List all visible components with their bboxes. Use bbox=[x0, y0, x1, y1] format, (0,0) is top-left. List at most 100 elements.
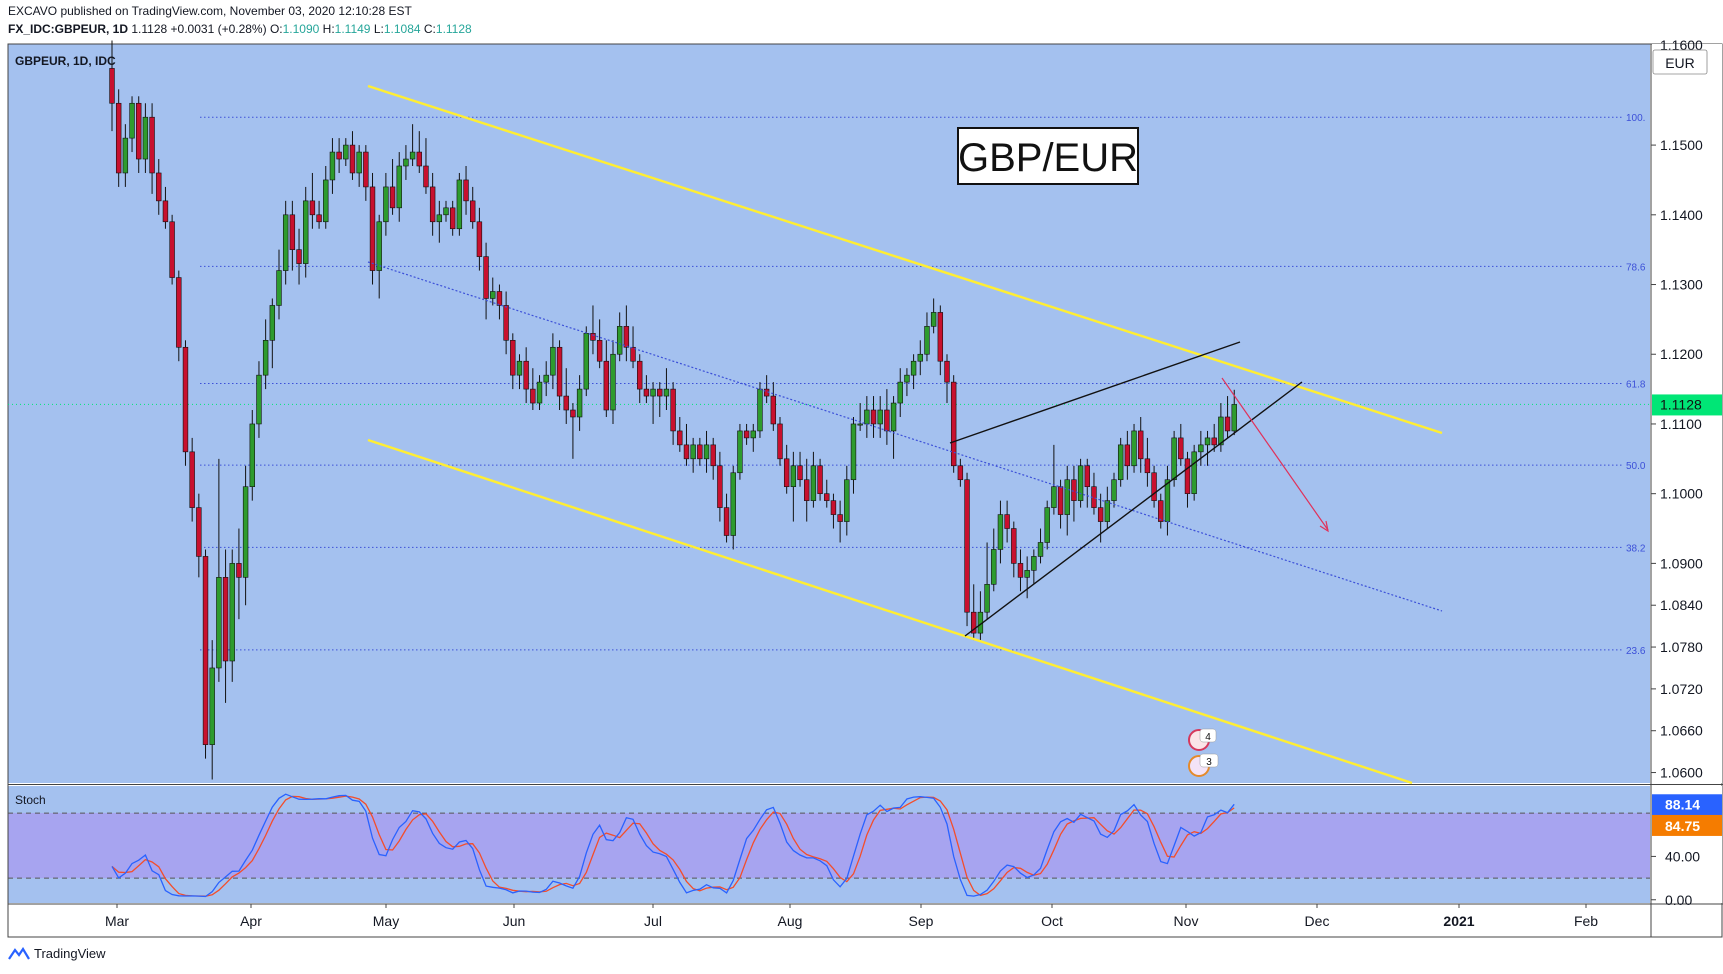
chart-title: GBP/EUR bbox=[958, 136, 1138, 180]
candle-body bbox=[930, 312, 937, 327]
candle-body bbox=[316, 214, 322, 223]
candle-body bbox=[1211, 437, 1217, 446]
candle-body bbox=[1204, 437, 1211, 446]
candle-body bbox=[303, 200, 309, 264]
candle-body bbox=[336, 151, 342, 160]
price-tick-label: 1.1300 bbox=[1660, 277, 1703, 293]
candle-body bbox=[383, 186, 389, 223]
candle-body bbox=[1178, 437, 1184, 460]
projection-arrow-line bbox=[1221, 377, 1329, 531]
last-price: 1.1128 bbox=[131, 22, 168, 36]
candle-body bbox=[396, 165, 402, 209]
candle-body bbox=[1077, 465, 1084, 501]
price-tick-label: 1.0720 bbox=[1660, 681, 1703, 697]
candle-body bbox=[670, 388, 676, 432]
candle-body bbox=[1004, 514, 1010, 529]
candle-body bbox=[249, 423, 255, 488]
candle-body bbox=[1011, 528, 1017, 564]
candle-body bbox=[122, 137, 129, 174]
price-tick-label-partial: 1.1600 bbox=[1660, 37, 1703, 53]
time-label: Mar bbox=[105, 913, 129, 929]
candle-body bbox=[650, 388, 656, 397]
candle-body bbox=[510, 339, 516, 376]
candle-body bbox=[817, 465, 823, 494]
stoch-k-value: 88.14 bbox=[1665, 796, 1700, 812]
candle-body bbox=[964, 479, 970, 613]
candle-body bbox=[269, 305, 276, 341]
candle-body bbox=[797, 465, 803, 481]
candle-body bbox=[697, 444, 703, 460]
candle-body bbox=[1184, 458, 1191, 494]
candle-body bbox=[369, 186, 376, 271]
stoch-band bbox=[8, 813, 1650, 879]
candle-body bbox=[236, 563, 242, 578]
candle-body bbox=[483, 256, 489, 299]
candle-body bbox=[870, 409, 877, 425]
price-tick-label: 1.1000 bbox=[1660, 486, 1703, 502]
candle-body bbox=[503, 305, 509, 341]
candle-body bbox=[416, 151, 422, 167]
candle-body bbox=[623, 326, 630, 348]
currency-box bbox=[1652, 49, 1708, 75]
candle-body bbox=[590, 333, 596, 341]
candle-body bbox=[937, 312, 944, 362]
candle-body bbox=[810, 465, 817, 501]
candle-body bbox=[864, 409, 870, 425]
current-price-tag bbox=[1652, 394, 1722, 416]
time-label: 2021 bbox=[1443, 913, 1474, 929]
candle-body bbox=[1198, 444, 1204, 453]
candle-body bbox=[1124, 444, 1131, 467]
footer-brand[interactable]: TradingView bbox=[8, 946, 106, 961]
time-label: Apr bbox=[240, 913, 262, 929]
time-label: Feb bbox=[1574, 913, 1598, 929]
candle-body bbox=[296, 249, 302, 264]
candle-body bbox=[456, 179, 463, 230]
stoch-d-line bbox=[111, 795, 1235, 897]
candle-body bbox=[109, 68, 115, 104]
channel-lower-line bbox=[367, 438, 1413, 785]
candle-body bbox=[496, 291, 503, 306]
candle-body bbox=[1164, 479, 1171, 522]
candle-body bbox=[844, 479, 850, 522]
candle-body bbox=[429, 186, 436, 223]
candle-body bbox=[363, 151, 369, 188]
candle-body bbox=[957, 465, 964, 481]
main-pane-background bbox=[8, 44, 1650, 783]
candle-body bbox=[717, 465, 723, 508]
stoch-k-tag bbox=[1652, 794, 1722, 816]
price-tick-label: 1.0660 bbox=[1660, 723, 1703, 739]
candle-body bbox=[563, 395, 569, 411]
candle-body bbox=[884, 409, 890, 432]
candle-body bbox=[1138, 430, 1144, 460]
candle-body bbox=[209, 667, 215, 745]
candle-body bbox=[523, 360, 529, 390]
title-box bbox=[957, 127, 1139, 185]
open-value: 1.1090 bbox=[282, 22, 320, 36]
stoch-tick-label: 40.00 bbox=[1665, 848, 1700, 864]
candle-body bbox=[1104, 500, 1111, 522]
price-tick-label: 1.0840 bbox=[1660, 597, 1703, 613]
candle-body bbox=[723, 507, 730, 536]
candle-body bbox=[176, 277, 182, 348]
candle-body bbox=[536, 381, 543, 404]
candle-body bbox=[743, 430, 750, 439]
low-label: L: bbox=[373, 22, 384, 36]
stoch-label: Stoch bbox=[15, 793, 46, 807]
candle-body bbox=[837, 514, 843, 522]
price-tick-label: 1.1100 bbox=[1660, 416, 1702, 432]
time-label: Nov bbox=[1174, 913, 1199, 929]
candle-body bbox=[877, 409, 883, 425]
candle-body bbox=[530, 388, 536, 404]
candle-body bbox=[783, 458, 790, 488]
candle-body bbox=[850, 423, 857, 481]
candle-body bbox=[737, 430, 743, 474]
candle-body bbox=[1024, 570, 1030, 578]
channel-midline bbox=[367, 261, 1443, 612]
candle-body bbox=[262, 339, 269, 376]
candle-body bbox=[1097, 507, 1104, 522]
candle-body bbox=[162, 200, 169, 223]
candle-body bbox=[1044, 507, 1050, 543]
candle-body bbox=[356, 151, 362, 174]
candle-body bbox=[576, 388, 583, 418]
